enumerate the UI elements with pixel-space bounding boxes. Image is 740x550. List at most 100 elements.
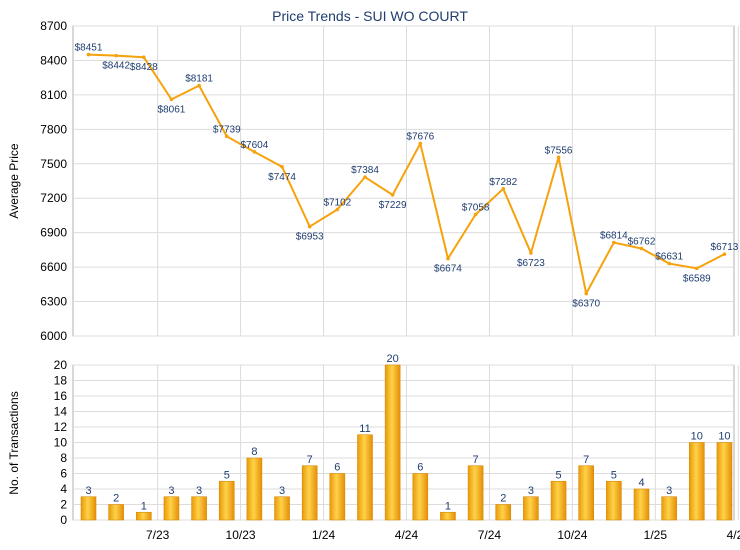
transaction-bar (440, 511, 456, 521)
price-point (390, 193, 395, 197)
transaction-bar (191, 496, 207, 521)
transaction-bar-label: 10 (718, 431, 730, 443)
transaction-bar (412, 473, 429, 521)
price-series-line (88, 53, 725, 295)
price-point-label: $6723 (517, 258, 545, 269)
transaction-bar-label: 6 (417, 462, 423, 474)
price-point (224, 134, 229, 139)
price-y-tick-label: 7500 (40, 157, 67, 171)
price-point (335, 207, 340, 212)
transaction-bar-label: 5 (224, 469, 230, 481)
transaction-bar-label: 3 (85, 485, 91, 497)
transaction-bar (80, 496, 97, 521)
transaction-bar-label: 3 (196, 485, 202, 497)
x-tick-label: 4/24 (395, 528, 419, 542)
price-point-label: $8442 (102, 61, 130, 72)
price-point (501, 187, 506, 191)
transaction-bar-label: 3 (279, 485, 285, 497)
transaction-bar-label: 7 (307, 454, 313, 466)
transactions-y-tick-label: 6 (60, 467, 67, 481)
transactions-y-tick-label: 2 (60, 498, 67, 512)
x-tick-label: 1/24 (312, 528, 336, 542)
price-y-tick-label: 6000 (40, 329, 67, 343)
price-point (473, 212, 478, 217)
x-tick-label: 4/25 (727, 528, 740, 542)
x-tick-label: 10/24 (557, 528, 587, 542)
price-plot-area (72, 25, 735, 337)
transactions-y-tick-label: 4 (60, 482, 67, 496)
price-point-label: $8181 (185, 74, 213, 85)
transaction-bar-label: 3 (168, 485, 174, 497)
transaction-bar-label: 8 (251, 446, 257, 458)
transaction-bar-label: 7 (473, 454, 479, 466)
price-point-label: $6814 (600, 231, 628, 242)
transaction-bar-label: 1 (141, 500, 147, 512)
x-tick-label: 7/24 (478, 528, 502, 542)
price-point (529, 251, 533, 255)
transaction-bar (136, 511, 152, 521)
transaction-bar (633, 488, 650, 521)
price-point (556, 155, 561, 160)
transaction-bars (80, 364, 733, 521)
price-point-label: $8061 (158, 104, 186, 115)
transaction-bar-label: 2 (500, 493, 506, 505)
price-point (307, 224, 312, 229)
transaction-bar-label: 2 (113, 493, 119, 505)
price-point-label: $6762 (628, 237, 656, 248)
transactions-y-tick-label: 18 (54, 374, 68, 388)
transaction-bar (688, 442, 705, 521)
transaction-bar (384, 364, 401, 521)
transaction-bar-label: 11 (359, 423, 370, 435)
transaction-bar-label: 5 (555, 469, 561, 481)
transaction-bar (661, 496, 677, 521)
price-panel: 6000 6300 6600 6900 7200 7500 7800 8100 8400 8700… (7, 19, 739, 343)
price-point-label: $8428 (130, 62, 158, 73)
price-point (280, 164, 284, 169)
transaction-bar-label: 3 (528, 485, 534, 497)
price-point (446, 256, 450, 261)
transaction-bar (578, 465, 595, 521)
transactions-y-tick-label: 10 (54, 436, 68, 450)
transaction-bar (606, 480, 622, 521)
price-point-label: $7556 (545, 145, 573, 156)
price-point (584, 291, 588, 296)
price-points (86, 52, 727, 296)
price-y-tick-label: 7200 (40, 191, 67, 205)
transaction-bar (357, 434, 373, 521)
transactions-y-axis-title: No. of Transactions (7, 391, 21, 494)
price-point-label: $7102 (323, 197, 351, 208)
transactions-y-tick-label: 8 (60, 451, 67, 465)
price-point-label: $7604 (240, 140, 268, 151)
transaction-bar-label: 10 (691, 431, 703, 443)
transaction-bar (329, 473, 346, 521)
transaction-bar (163, 496, 180, 521)
price-point (86, 52, 91, 57)
price-y-tick-label: 8100 (40, 88, 67, 102)
price-point-label: $6370 (572, 299, 600, 310)
price-point (418, 141, 423, 146)
transaction-bar-label: 7 (583, 454, 589, 466)
transaction-bar-label: 6 (334, 462, 340, 474)
price-point (142, 55, 146, 60)
price-point (722, 252, 727, 256)
transactions-gridlines-y (73, 364, 734, 521)
transaction-bar (218, 480, 235, 521)
price-point (363, 175, 367, 179)
x-tick-labels: 7/23 10/23 1/24 4/24 7/24 10/24 1/25 4/25 (146, 528, 740, 542)
price-point (695, 266, 699, 271)
x-tick-label: 7/23 (146, 528, 170, 542)
transactions-y-tick-label: 0 (60, 513, 67, 527)
transactions-y-tick-label: 16 (54, 389, 68, 403)
price-point-label: $6713 (711, 242, 739, 253)
price-point-label: $7384 (351, 165, 379, 176)
transaction-bar (274, 496, 290, 521)
price-point-label: $7229 (379, 200, 407, 211)
transactions-gridlines-x (157, 365, 739, 520)
transaction-bar (467, 465, 484, 521)
price-point (612, 240, 616, 245)
price-point (667, 261, 671, 266)
price-point-label: $7058 (462, 203, 490, 214)
